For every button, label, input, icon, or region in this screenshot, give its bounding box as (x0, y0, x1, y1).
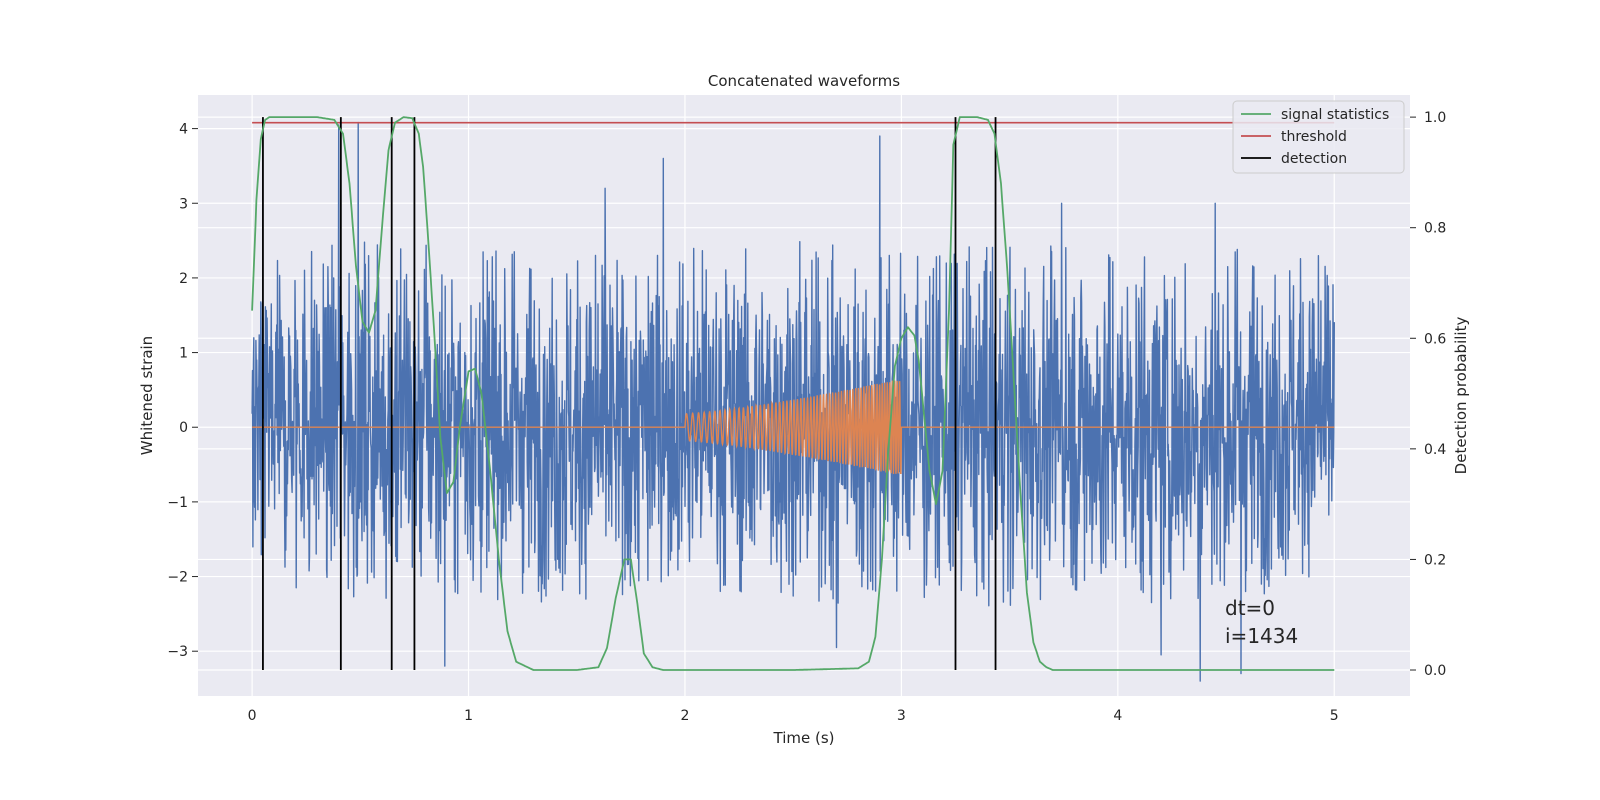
x-axis-label: Time (s) (773, 729, 835, 747)
y-tick-label: 0 (179, 420, 188, 436)
legend-label: threshold (1281, 129, 1347, 145)
y2-tick-label: 1.0 (1424, 110, 1446, 126)
annotation-dt: dt=0 (1225, 596, 1275, 620)
y-tick-label: 4 (179, 122, 188, 138)
y-tick-label: −1 (167, 495, 188, 511)
x-tick-label: 2 (681, 708, 690, 724)
strain-series-line (251, 121, 1335, 682)
y-tick-label: 1 (179, 346, 188, 362)
signal-statistics-line (251, 116, 1335, 671)
x-tick-label: 5 (1330, 708, 1339, 724)
y-tick-label: −3 (167, 644, 188, 660)
chart-title: Concatenated waveforms (708, 72, 900, 90)
x-tick-label: 0 (248, 708, 257, 724)
y2-axis-label: Detection probability (1452, 317, 1470, 475)
legend-label: detection (1281, 151, 1347, 167)
legend: signal statistics threshold detection (1232, 100, 1405, 174)
x-tick-label: 3 (897, 708, 906, 724)
y2-tick-label: 0.2 (1424, 552, 1446, 568)
y2-tick-label: 0.6 (1424, 331, 1446, 347)
y2-tick-label: 0.4 (1424, 442, 1446, 458)
y-tick-label: −2 (167, 570, 188, 586)
y2-tick-label: 0.8 (1424, 221, 1446, 237)
legend-label: signal statistics (1281, 107, 1389, 123)
x-tick-label: 4 (1113, 708, 1122, 724)
axes: 0 1 2 3 4 5 −3 −2 −1 0 1 2 3 4 0.0 0.2 0.4 0.6 0.8 1.0 (167, 110, 1446, 724)
y2-tick-label: 0.0 (1424, 663, 1446, 679)
y-tick-label: 3 (179, 196, 188, 212)
y-tick-label: 2 (179, 271, 188, 287)
annotation-index: i=1434 (1225, 624, 1298, 648)
legend-box (1232, 100, 1405, 174)
template-series-line (252, 380, 1335, 475)
y-axis-label: Whitened strain (138, 336, 156, 455)
x-tick-label: 1 (464, 708, 473, 724)
plot-data (251, 116, 1335, 682)
